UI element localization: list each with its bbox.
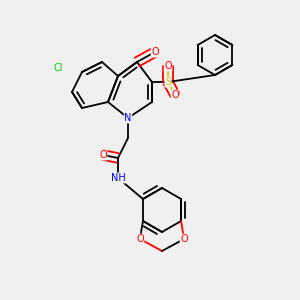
Text: O: O xyxy=(99,150,107,160)
Text: S: S xyxy=(165,77,171,87)
Text: O: O xyxy=(164,61,172,71)
Text: O: O xyxy=(180,234,188,244)
Text: Cl: Cl xyxy=(53,63,63,73)
Text: O: O xyxy=(151,47,159,57)
Text: O: O xyxy=(171,90,179,100)
Text: O: O xyxy=(136,234,144,244)
Text: N: N xyxy=(124,113,132,123)
Text: NH: NH xyxy=(111,173,125,183)
